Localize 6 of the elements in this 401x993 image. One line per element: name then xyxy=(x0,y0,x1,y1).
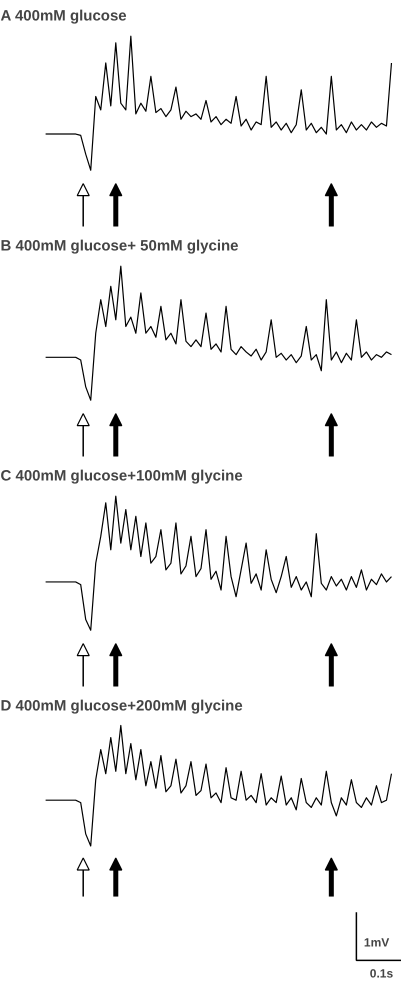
chart-title: B 400mM glucose+ 50mM glycine xyxy=(0,238,239,254)
text: 0.1s xyxy=(370,966,394,980)
chart-title: C 400mM glucose+100mM glycine xyxy=(0,468,243,484)
chart-title: D 400mM glucose+200mM glycine xyxy=(0,698,243,714)
text: 1mV xyxy=(364,935,390,950)
chart-title: A 400mM glucose xyxy=(0,8,127,24)
